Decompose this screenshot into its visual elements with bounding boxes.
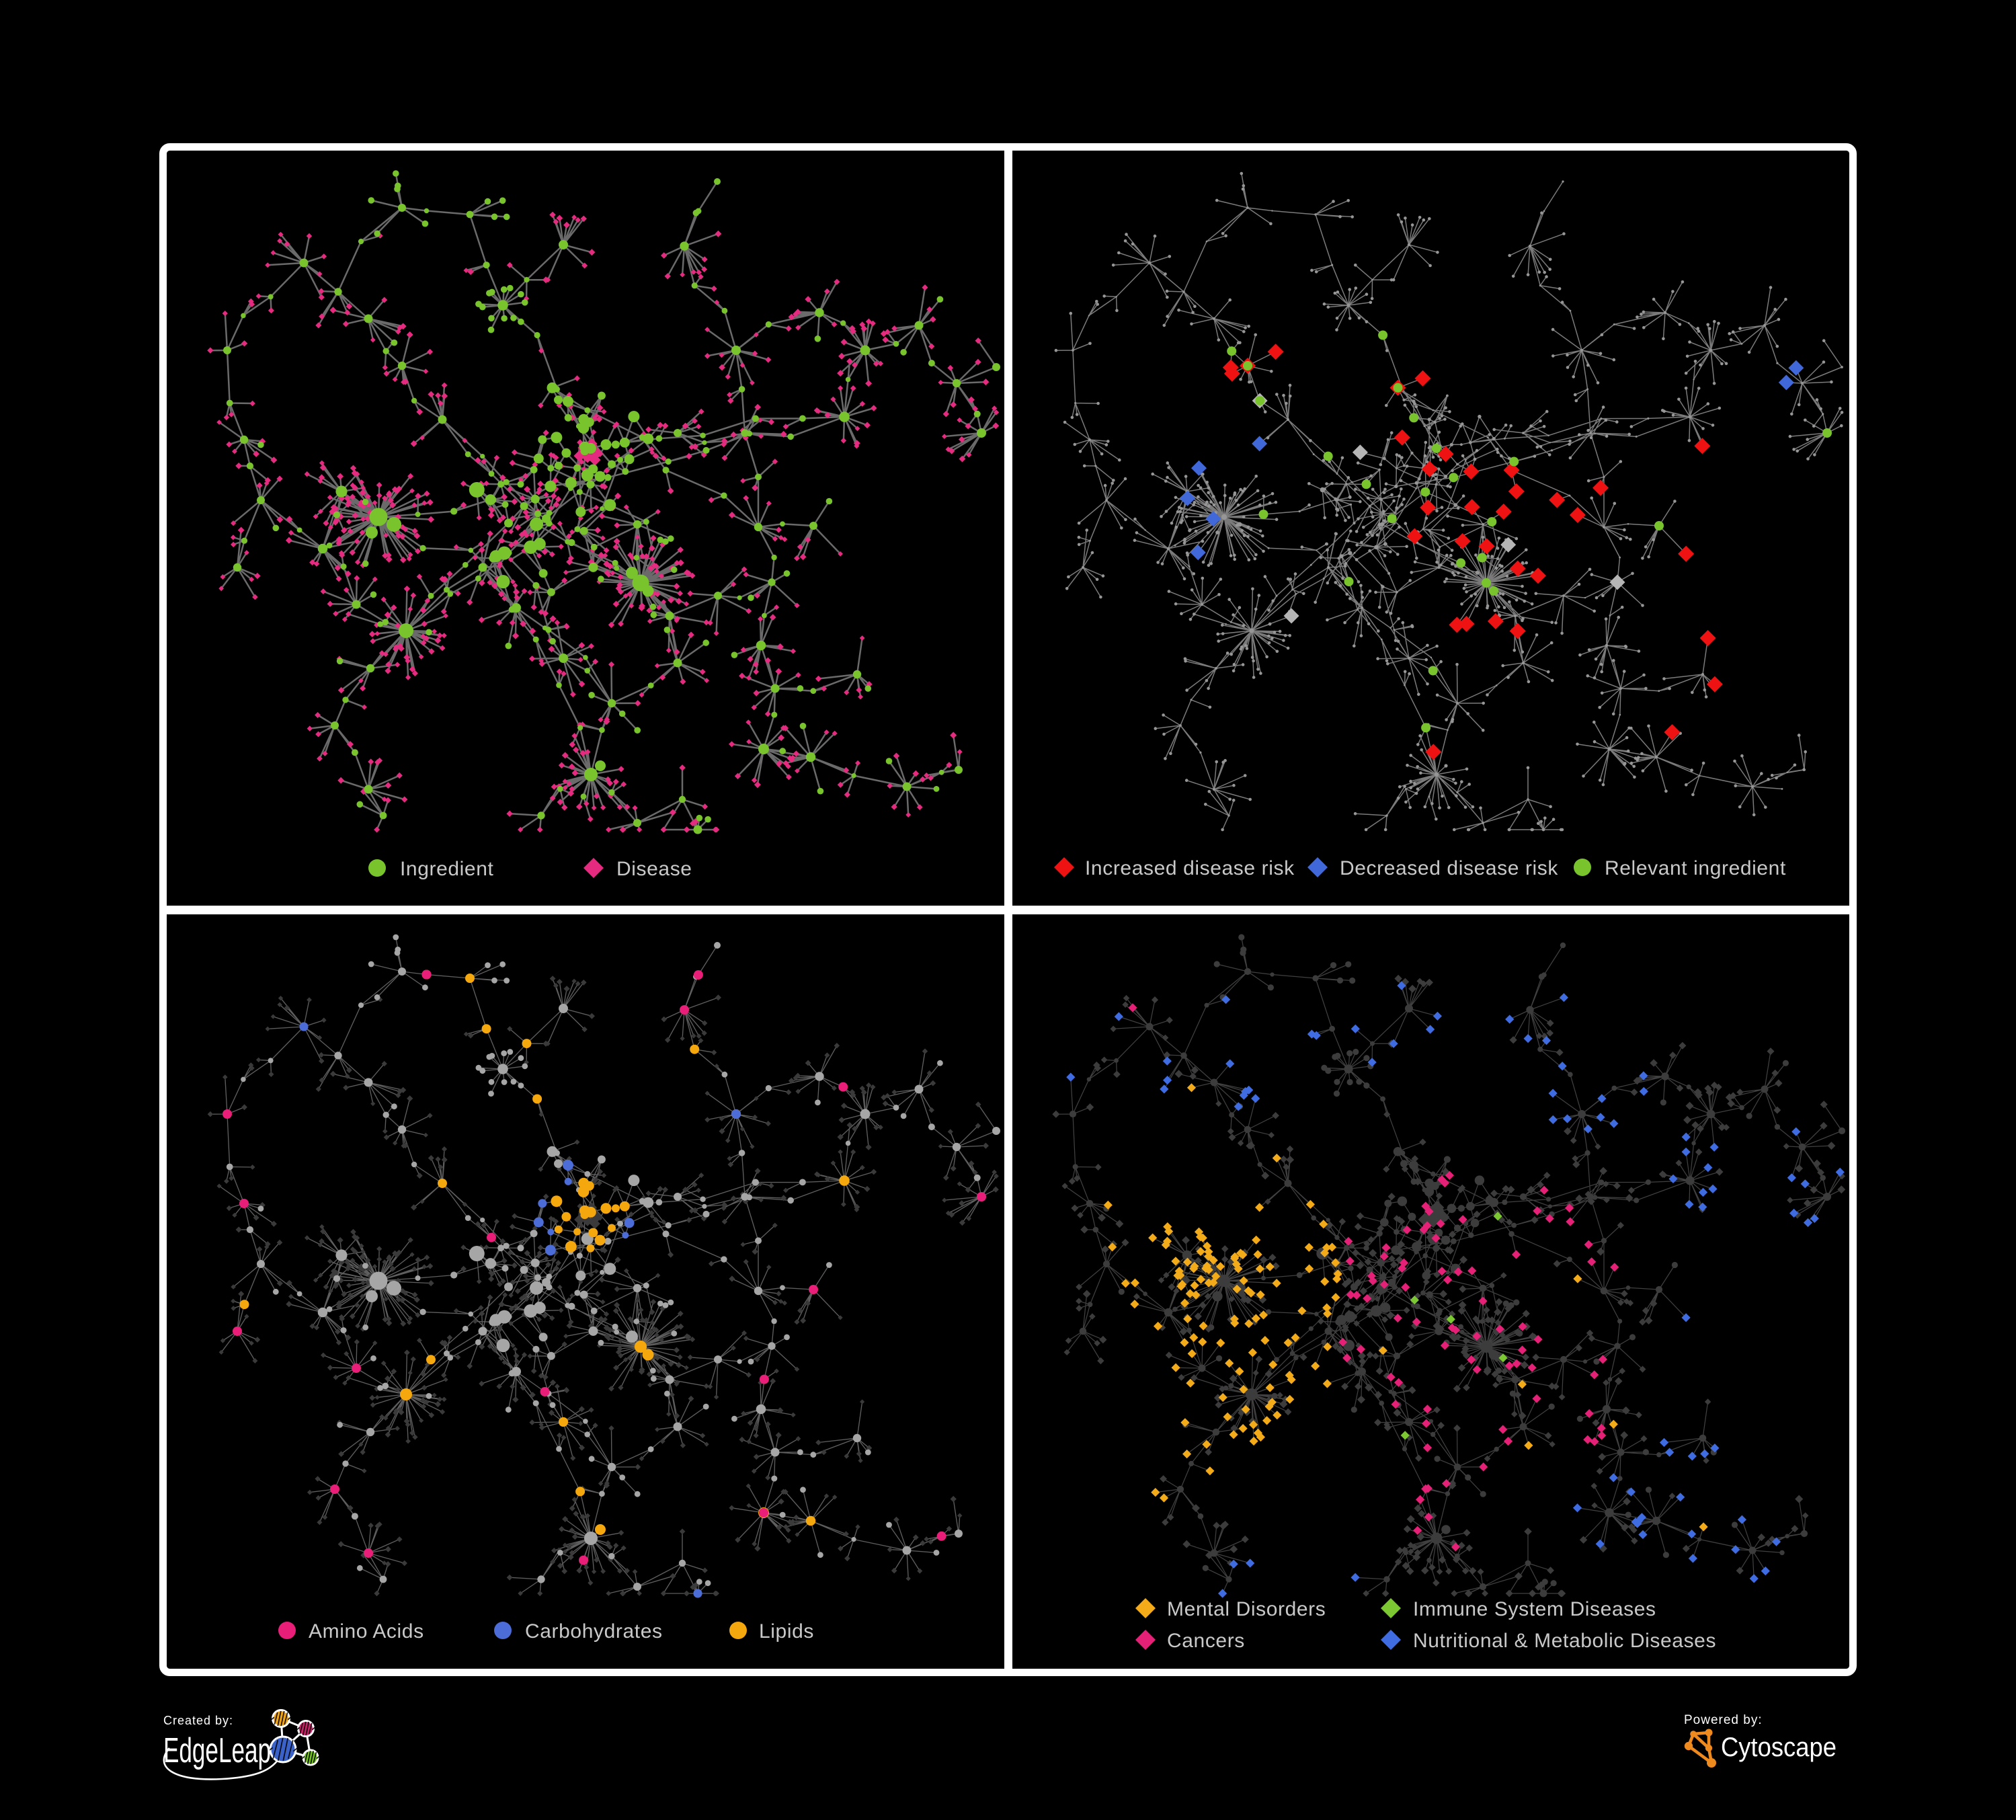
svg-text:Cytoscape: Cytoscape <box>1721 1733 1837 1762</box>
svg-text:Disease: Disease <box>616 858 692 880</box>
svg-text:Mental Disorders: Mental Disorders <box>1167 1598 1326 1620</box>
svg-text:Relevant ingredient: Relevant ingredient <box>1605 857 1786 879</box>
svg-text:Powered by:: Powered by: <box>1684 1713 1763 1727</box>
svg-text:Created by:: Created by: <box>163 1714 233 1727</box>
svg-text:Cancers: Cancers <box>1167 1630 1245 1652</box>
svg-text:Lipids: Lipids <box>759 1620 814 1643</box>
svg-text:EdgeLeap: EdgeLeap <box>163 1731 271 1770</box>
svg-text:Carbohydrates: Carbohydrates <box>525 1620 663 1643</box>
svg-text:Immune System Diseases: Immune System Diseases <box>1413 1598 1656 1620</box>
svg-text:Nutritional & Metabolic Diseas: Nutritional & Metabolic Diseases <box>1413 1630 1716 1652</box>
svg-text:Decreased disease risk: Decreased disease risk <box>1340 857 1558 879</box>
svg-text:Increased disease risk: Increased disease risk <box>1085 857 1295 879</box>
svg-text:Amino Acids: Amino Acids <box>309 1620 424 1643</box>
svg-text:Ingredient: Ingredient <box>400 858 493 880</box>
